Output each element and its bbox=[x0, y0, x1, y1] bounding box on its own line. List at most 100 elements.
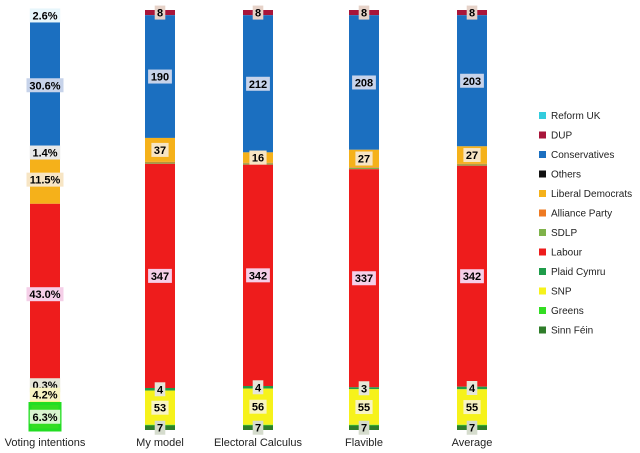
data-label-bg-my-model-labour bbox=[148, 268, 172, 283]
data-label-my-model-plaid-cymru: 4 bbox=[157, 384, 164, 396]
data-label-bg-average-dup bbox=[466, 5, 478, 20]
data-label-bg-voting-intentions-liberal-democrats bbox=[26, 172, 64, 187]
legend-swatch-liberal-democrats bbox=[539, 190, 546, 197]
data-label-bg-average-liberal-democrats bbox=[463, 148, 481, 163]
data-label-average-sinn-fein: 7 bbox=[469, 423, 475, 435]
data-label-bg-electoral-calculus-liberal-democrats bbox=[249, 150, 267, 165]
data-label-bg-electoral-calculus-snp bbox=[249, 399, 267, 414]
legend-swatch-sinn-fein bbox=[539, 326, 546, 334]
bar-average-alliance-party bbox=[457, 163, 487, 165]
data-label-bg-electoral-calculus-labour bbox=[246, 268, 270, 283]
bar-my-model-alliance-party bbox=[145, 161, 175, 163]
data-label-electoral-calculus-liberal-democrats: 16 bbox=[252, 153, 264, 165]
data-label-voting-intentions-reform-uk: 2.6% bbox=[32, 10, 57, 22]
data-label-voting-intentions-labour: 43.0% bbox=[29, 289, 60, 301]
category-label-average: Average bbox=[452, 437, 493, 449]
legend-swatch-conservatives bbox=[539, 151, 546, 158]
data-label-bg-my-model-dup bbox=[154, 5, 166, 20]
data-label-bg-voting-intentions-conservatives bbox=[26, 78, 64, 93]
data-label-voting-intentions-liberal-democrats: 11.5% bbox=[30, 175, 61, 187]
data-label-bg-my-model-plaid-cymru bbox=[154, 382, 166, 397]
legend-swatch-others bbox=[539, 170, 546, 178]
data-label-bg-my-model-conservatives bbox=[148, 69, 172, 84]
legend-swatch-reform-uk bbox=[539, 112, 546, 119]
data-label-my-model-liberal-democrats: 37 bbox=[154, 145, 166, 157]
category-label-electoral-calculus: Electoral Calculus bbox=[214, 437, 303, 449]
data-label-electoral-calculus-conservatives: 212 bbox=[249, 79, 267, 91]
legend-swatch-plaid-cymru bbox=[539, 268, 546, 275]
category-label-voting-intentions: Voting intentions bbox=[5, 437, 86, 449]
legend-label-labour: Labour bbox=[551, 248, 583, 259]
data-label-electoral-calculus-sinn-fein: 7 bbox=[255, 423, 261, 435]
data-label-my-model-labour: 347 bbox=[151, 271, 169, 283]
data-label-flavible-plaid-cymru: 3 bbox=[361, 383, 367, 395]
data-label-bg-average-snp bbox=[463, 400, 481, 415]
legend-label-alliance-party: Alliance Party bbox=[551, 209, 612, 220]
category-label-my-model: My model bbox=[136, 437, 184, 449]
data-label-bg-flavible-dup bbox=[358, 5, 370, 20]
data-label-bg-voting-intentions-greens bbox=[29, 409, 61, 424]
data-label-bg-flavible-liberal-democrats bbox=[355, 151, 373, 166]
data-label-bg-my-model-snp bbox=[151, 400, 169, 415]
legend-label-liberal-democrats: Liberal Democrats bbox=[551, 189, 632, 200]
data-label-flavible-liberal-democrats: 27 bbox=[358, 154, 370, 166]
data-label-voting-intentions-conservatives: 30.6% bbox=[29, 80, 60, 92]
segment-labels-group: 2.6%30.6%1.4%11.5%43.0%0.3%4.2%6.3%81903… bbox=[26, 5, 484, 435]
legend-label-greens: Greens bbox=[551, 306, 584, 317]
legend-label-snp: SNP bbox=[551, 287, 572, 298]
legend-label-reform-uk: Reform UK bbox=[551, 111, 601, 122]
data-label-bg-flavible-snp bbox=[355, 400, 373, 415]
data-label-bg-voting-intentions-reform-uk bbox=[29, 8, 61, 23]
data-label-bg-my-model-sinn-fein bbox=[154, 420, 166, 435]
data-label-bg-flavible-labour bbox=[352, 271, 376, 286]
bar-flavible-alliance-party bbox=[349, 167, 379, 168]
bar-average-sdlp bbox=[457, 164, 487, 166]
data-label-average-conservatives: 203 bbox=[463, 76, 481, 88]
data-label-flavible-snp: 55 bbox=[358, 402, 370, 414]
data-label-average-liberal-democrats: 27 bbox=[466, 150, 478, 162]
data-label-voting-intentions-others: 1.4% bbox=[32, 148, 57, 160]
legend: Reform UK DUP Conservatives Others Liberal D… bbox=[539, 111, 632, 337]
data-label-flavible-conservatives: 208 bbox=[355, 77, 373, 89]
data-label-bg-average-conservatives bbox=[460, 73, 484, 88]
data-label-bg-average-sinn-fein bbox=[466, 420, 478, 435]
legend-swatch-alliance-party bbox=[539, 209, 546, 217]
bar-flavible-sdlp bbox=[349, 167, 379, 170]
data-label-bg-voting-intentions-others bbox=[29, 145, 61, 160]
data-label-my-model-sinn-fein: 7 bbox=[157, 423, 163, 435]
data-label-bg-voting-intentions-labour bbox=[26, 287, 64, 302]
legend-swatch-sdlp bbox=[539, 229, 546, 236]
data-label-average-plaid-cymru: 4 bbox=[469, 383, 476, 395]
data-label-electoral-calculus-plaid-cymru: 4 bbox=[255, 382, 262, 394]
bars-group bbox=[28, 10, 487, 432]
data-label-average-labour: 342 bbox=[463, 271, 481, 283]
data-label-voting-intentions-snp: 4.2% bbox=[32, 390, 57, 402]
data-label-electoral-calculus-labour: 342 bbox=[249, 270, 267, 282]
bar-my-model-sdlp bbox=[145, 162, 175, 164]
data-label-bg-flavible-plaid-cymru bbox=[358, 381, 370, 396]
data-label-bg-flavible-sinn-fein bbox=[358, 420, 370, 435]
data-label-flavible-labour: 337 bbox=[355, 273, 373, 285]
legend-label-plaid-cymru: Plaid Cymru bbox=[551, 267, 605, 278]
data-label-bg-average-plaid-cymru bbox=[466, 381, 478, 395]
data-label-voting-intentions-greens: 6.3% bbox=[32, 412, 57, 424]
legend-label-sinn-fein: Sinn Féin bbox=[551, 326, 593, 337]
data-label-my-model-conservatives: 190 bbox=[151, 72, 169, 84]
category-label-flavible: Flavible bbox=[345, 437, 383, 449]
legend-label-dup: DUP bbox=[551, 131, 572, 142]
data-label-average-dup: 8 bbox=[469, 8, 475, 20]
data-label-average-snp: 55 bbox=[466, 402, 478, 414]
data-label-bg-average-labour bbox=[460, 269, 484, 284]
data-label-bg-my-model-liberal-democrats bbox=[151, 142, 169, 157]
data-label-electoral-calculus-snp: 56 bbox=[252, 402, 264, 414]
legend-swatch-labour bbox=[539, 248, 546, 256]
data-label-electoral-calculus-dup: 8 bbox=[255, 8, 261, 20]
data-label-bg-electoral-calculus-conservatives bbox=[246, 76, 270, 91]
data-label-bg-electoral-calculus-plaid-cymru bbox=[252, 380, 264, 395]
legend-label-others: Others bbox=[551, 170, 581, 181]
data-label-bg-electoral-calculus-sinn-fein bbox=[252, 420, 264, 435]
legend-swatch-dup bbox=[539, 131, 546, 139]
legend-label-sdlp: SDLP bbox=[551, 228, 577, 239]
data-label-flavible-sinn-fein: 7 bbox=[361, 423, 367, 435]
